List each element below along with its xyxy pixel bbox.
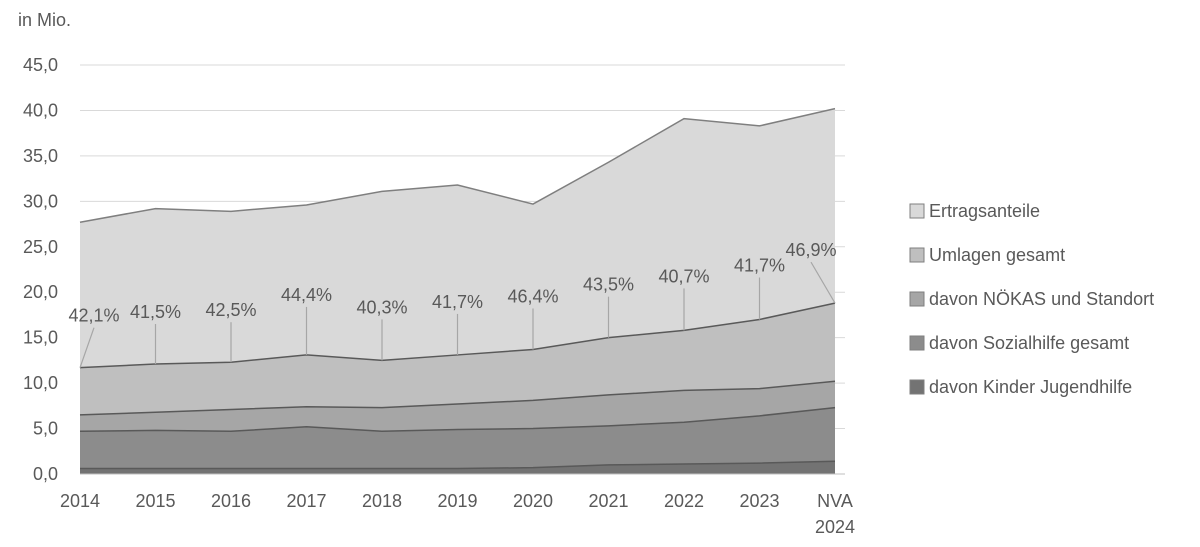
x-tick-label: 2020 (513, 491, 553, 511)
y-tick-label: 5,0 (33, 419, 58, 439)
legend-label: davon NÖKAS und Standort (929, 289, 1154, 309)
percent-label: 41,7% (432, 292, 483, 312)
x-tick-label: 2014 (60, 491, 100, 511)
legend-swatch (909, 247, 925, 263)
percent-label: 42,1% (68, 306, 119, 326)
percent-label: 46,9% (785, 240, 836, 260)
percent-label: 46,4% (507, 286, 558, 306)
legend-swatch (909, 379, 925, 395)
axes: 0,0 5,0 10,0 15,0 20,0 25,0 30,0 35,0 40,0 45,0 20… (23, 55, 855, 537)
series-line (79, 380, 836, 416)
y-tick-label: 40,0 (23, 100, 58, 120)
series-line (79, 107, 836, 223)
legend-swatch (909, 291, 925, 307)
percent-label: 41,5% (130, 302, 181, 322)
x-tick-label: 2021 (588, 491, 628, 511)
series-line (79, 302, 836, 369)
x-tick-label: 2019 (437, 491, 477, 511)
legend-label: Ertragsanteile (929, 201, 1040, 221)
percent-label: 43,5% (583, 275, 634, 295)
legend-swatch (909, 335, 925, 351)
percent-label: 40,3% (356, 297, 407, 317)
x-tick-label: NVA (817, 491, 853, 511)
x-tick-label: 2018 (362, 491, 402, 511)
area-series (79, 107, 836, 475)
x-tick-label: 2023 (739, 491, 779, 511)
unit-label: in Mio. (18, 10, 71, 30)
y-tick-label: 10,0 (23, 373, 58, 393)
percent-label: 40,7% (658, 266, 709, 286)
series-line (80, 460, 836, 470)
x-tick-label: 2022 (664, 491, 704, 511)
legend-swatch (909, 203, 925, 219)
x-tick-label: 2017 (286, 491, 326, 511)
legend-label: davon Kinder Jugendhilfe (929, 377, 1132, 397)
legend-label: davon Sozialhilfe gesamt (929, 333, 1129, 353)
legend-label: Umlagen gesamt (929, 245, 1065, 265)
y-tick-label: 25,0 (23, 237, 58, 257)
percent-label: 42,5% (205, 300, 256, 320)
x-tick-label: 2024 (815, 517, 855, 537)
percent-label: 41,7% (734, 255, 785, 275)
y-tick-label: 45,0 (23, 55, 58, 75)
leader-line (810, 261, 836, 304)
legend: Ertragsanteile Umlagen gesamt davon NÖKAS … (909, 201, 1154, 397)
x-tick-label: 2016 (211, 491, 251, 511)
y-tick-label: 15,0 (23, 328, 58, 348)
y-tick-label: 35,0 (23, 146, 58, 166)
y-tick-label: 30,0 (23, 191, 58, 211)
x-tick-label: 2015 (135, 491, 175, 511)
leader-line (79, 327, 95, 368)
y-tick-label: 20,0 (23, 282, 58, 302)
percent-label: 44,4% (281, 285, 332, 305)
y-tick-label: 0,0 (33, 464, 58, 484)
percent-labels: 42,1% 41,5% 42,5% 44,4% 40,3% 41,7% 46,4% 43,5%… (68, 240, 837, 368)
series-line (79, 406, 836, 433)
